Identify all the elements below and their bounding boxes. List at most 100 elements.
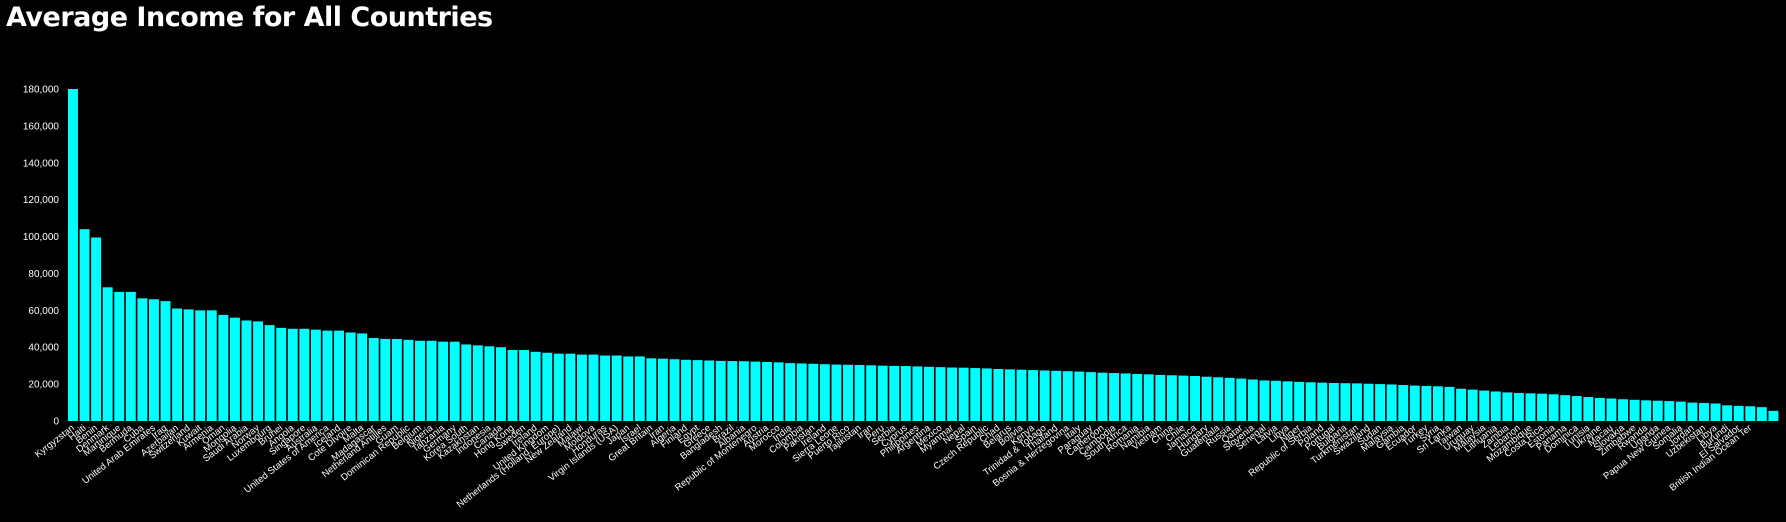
bar[interactable]: [553, 353, 564, 421]
bar[interactable]: [1340, 383, 1351, 421]
bar[interactable]: [496, 347, 506, 421]
bar[interactable]: [68, 89, 78, 421]
bar[interactable]: [148, 299, 159, 421]
bar[interactable]: [1421, 385, 1432, 421]
bar[interactable]: [912, 366, 923, 421]
bar[interactable]: [843, 364, 853, 421]
bar[interactable]: [1745, 406, 1756, 421]
bar[interactable]: [1560, 395, 1571, 421]
bar[interactable]: [1687, 402, 1698, 421]
bar[interactable]: [137, 298, 148, 421]
bar[interactable]: [1213, 377, 1224, 421]
bar[interactable]: [1513, 392, 1524, 421]
bar[interactable]: [1363, 383, 1374, 421]
bar[interactable]: [287, 328, 298, 421]
bar[interactable]: [403, 339, 414, 421]
bar[interactable]: [681, 359, 692, 421]
bar[interactable]: [600, 355, 611, 421]
bar[interactable]: [576, 354, 587, 421]
bar[interactable]: [762, 361, 772, 421]
bar[interactable]: [924, 366, 934, 421]
bar[interactable]: [796, 363, 807, 421]
bar[interactable]: [206, 310, 217, 421]
bar[interactable]: [738, 361, 749, 421]
bar[interactable]: [611, 355, 622, 421]
bar[interactable]: [415, 340, 425, 421]
bar[interactable]: [1375, 384, 1386, 421]
bar[interactable]: [264, 325, 275, 421]
bar[interactable]: [1097, 372, 1108, 421]
bar[interactable]: [1525, 393, 1536, 421]
bar[interactable]: [299, 328, 310, 421]
bar[interactable]: [1409, 385, 1420, 421]
bar[interactable]: [125, 291, 136, 421]
bar[interactable]: [1039, 370, 1050, 421]
bar[interactable]: [310, 329, 321, 421]
bar[interactable]: [276, 327, 287, 421]
bar[interactable]: [935, 367, 946, 421]
bar[interactable]: [1085, 372, 1096, 421]
bar[interactable]: [484, 346, 495, 421]
bar[interactable]: [1618, 399, 1628, 421]
bar[interactable]: [958, 367, 969, 421]
bar[interactable]: [461, 344, 472, 421]
bar[interactable]: [1166, 375, 1177, 421]
bar[interactable]: [1722, 405, 1733, 421]
bar[interactable]: [1236, 378, 1247, 421]
bar[interactable]: [195, 310, 206, 421]
bar[interactable]: [102, 287, 113, 421]
bar[interactable]: [1652, 400, 1663, 421]
bar[interactable]: [947, 367, 958, 421]
bar[interactable]: [1386, 384, 1397, 421]
bar[interactable]: [357, 333, 368, 421]
bar[interactable]: [773, 362, 784, 421]
bar[interactable]: [1259, 380, 1270, 421]
bar[interactable]: [1444, 386, 1455, 421]
bar[interactable]: [1317, 382, 1328, 421]
bar[interactable]: [1675, 401, 1686, 421]
bar[interactable]: [1456, 388, 1467, 421]
bar[interactable]: [727, 361, 738, 421]
bar[interactable]: [218, 314, 229, 421]
bar[interactable]: [449, 341, 460, 421]
bar[interactable]: [785, 363, 796, 421]
bar[interactable]: [750, 361, 761, 421]
bar[interactable]: [646, 358, 657, 421]
bar[interactable]: [472, 345, 483, 421]
bar[interactable]: [91, 237, 102, 421]
bar[interactable]: [1062, 371, 1073, 421]
bar[interactable]: [380, 338, 391, 421]
bar[interactable]: [565, 353, 576, 421]
bar[interactable]: [1733, 405, 1744, 421]
bar[interactable]: [715, 360, 726, 421]
bar[interactable]: [1143, 374, 1154, 421]
bar[interactable]: [854, 364, 865, 421]
bar[interactable]: [1271, 380, 1281, 421]
bar[interactable]: [79, 229, 90, 421]
bar[interactable]: [519, 349, 530, 421]
bar[interactable]: [1120, 373, 1131, 421]
bar[interactable]: [438, 341, 449, 421]
bar[interactable]: [1664, 401, 1675, 421]
bar[interactable]: [1109, 373, 1120, 421]
bar[interactable]: [1629, 399, 1640, 421]
bar[interactable]: [1699, 402, 1709, 421]
bar[interactable]: [345, 332, 356, 421]
bar[interactable]: [1606, 398, 1617, 422]
bar[interactable]: [542, 352, 553, 421]
bar[interactable]: [1768, 410, 1779, 421]
bar[interactable]: [322, 330, 333, 421]
bar[interactable]: [900, 366, 911, 421]
bar[interactable]: [1028, 370, 1039, 421]
bar[interactable]: [819, 364, 830, 421]
bar[interactable]: [808, 363, 819, 421]
bar[interactable]: [1583, 397, 1594, 421]
bar[interactable]: [657, 358, 668, 421]
bar[interactable]: [172, 308, 183, 421]
bar[interactable]: [530, 351, 541, 421]
bar[interactable]: [334, 330, 344, 421]
bar[interactable]: [1594, 397, 1605, 421]
bar[interactable]: [1016, 369, 1027, 421]
bar[interactable]: [1467, 389, 1478, 421]
bar[interactable]: [1074, 371, 1085, 421]
